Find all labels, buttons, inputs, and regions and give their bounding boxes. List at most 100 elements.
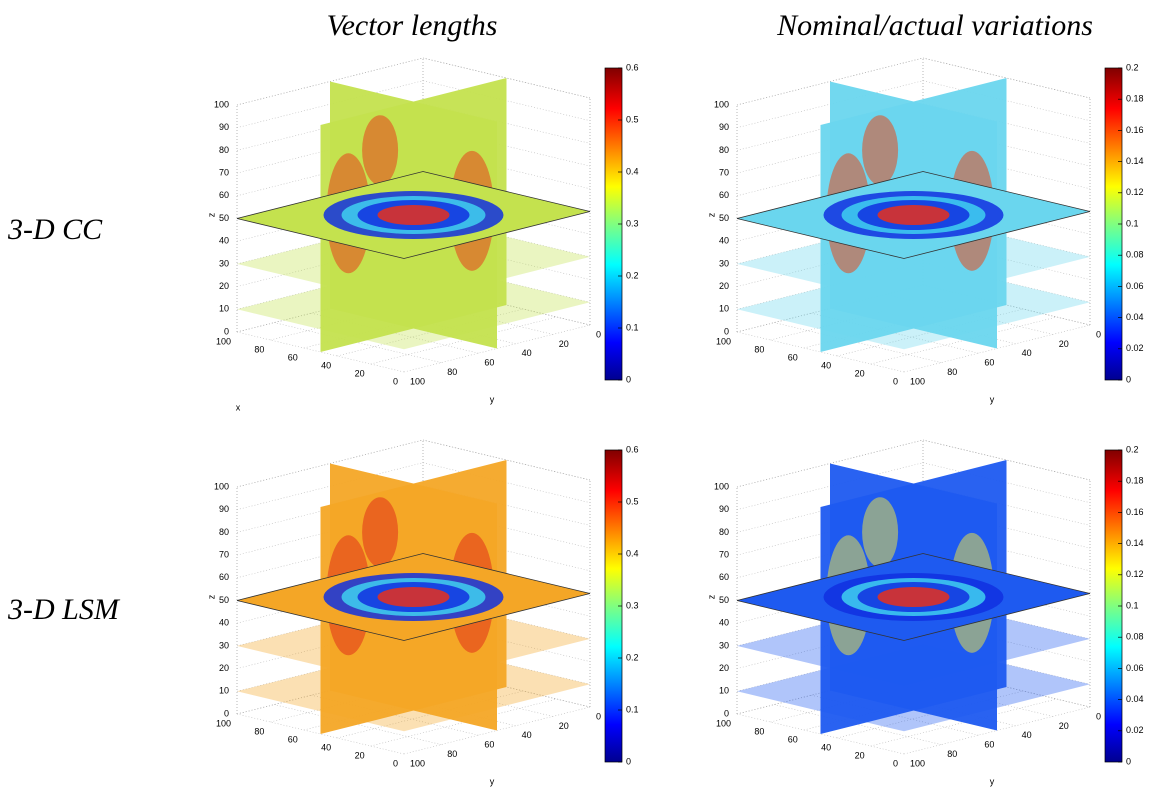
grid-line [236,57,591,106]
y-tick-label: 100 [410,758,425,768]
z-axis-label: z [706,212,716,217]
y-tick-label: 60 [984,358,994,368]
panel: 0102030405060708090100020406080100020406… [206,439,639,787]
colorbar-tick-label: 0.18 [1126,94,1144,104]
z-tick-label: 50 [719,595,729,605]
z-tick-label: 40 [219,236,229,246]
panel: 0102030405060708090100020406080100020406… [206,57,639,412]
z-tick-label: 60 [219,572,229,582]
grid-line [403,324,591,373]
z-axis-label: z [206,212,216,217]
y-tick-label: 100 [910,376,925,386]
z-tick-label: 0 [724,326,729,336]
colorbar-tick-label: 0.6 [626,444,639,454]
colorbar-tick-label: 0.5 [626,114,639,124]
z-tick-label: 60 [719,190,729,200]
grid-line [236,507,591,556]
z-tick-label: 50 [219,213,229,223]
panel: 0102030405060708090100020406080100020406… [706,57,1144,404]
grid-line [236,462,591,510]
colorbar-tick-label: 0.04 [1126,694,1144,704]
x-tick-label: 0 [893,376,898,386]
slice-patch [862,115,899,186]
x-tick-label: 100 [716,718,731,728]
z-tick-label: 80 [219,527,229,537]
z-tick-label: 50 [719,213,729,223]
grid-line [736,530,1091,579]
z-axis-label: z [706,594,716,599]
z-tick-label: 70 [219,549,229,559]
colorbar-tick-label: 0.1 [1126,218,1139,228]
slice-patch [362,115,399,186]
colorbar-tick-label: 0.3 [626,600,639,610]
colorbar-tick-label: 0.14 [1126,156,1144,166]
grid-line [236,439,591,488]
grid-line [736,261,1091,310]
z-tick-label: 40 [719,236,729,246]
ring [377,205,450,225]
x-tick-label: 80 [254,344,264,354]
y-tick-label: 20 [559,721,569,731]
grid-line [870,698,1057,747]
slice-patch [362,497,399,568]
grid-line [736,507,1091,556]
colorbar-tick-label: 0.04 [1126,312,1144,322]
x-tick-label: 40 [321,360,331,370]
grid-line [736,216,1091,265]
z-tick-label: 90 [719,122,729,132]
y-tick-label: 0 [596,329,601,339]
y-tick-label: 100 [910,758,925,768]
z-tick-label: 20 [219,281,229,291]
y-tick-label: 0 [1096,329,1101,339]
y-tick-label: 20 [559,339,569,349]
grid-line [236,239,591,287]
y-tick-label: 40 [1022,730,1032,740]
z-tick-label: 30 [219,640,229,650]
grid-line [736,148,1091,197]
y-tick-label: 60 [484,358,494,368]
slice-patch [862,497,899,568]
z-tick-label: 40 [719,618,729,628]
colorbar-tick-label: 0.18 [1126,476,1144,486]
colorbar-tick-label: 0.12 [1126,569,1144,579]
z-tick-label: 30 [719,640,729,650]
z-tick-label: 40 [219,618,229,628]
grid-line [736,621,1091,669]
z-tick-label: 90 [219,122,229,132]
grid-line [903,706,1091,755]
colorbar-tick-label: 0.08 [1126,632,1144,642]
colorbar-tick-label: 0.2 [626,652,639,662]
z-tick-label: 0 [224,708,229,718]
grid-line [736,103,1091,151]
z-axis-label: z [206,594,216,599]
grid-line [236,530,591,579]
grid-line [370,698,557,747]
column-title: Nominal/actual variations [776,9,1093,42]
column-title: Vector lengths [327,9,498,42]
grid-line [236,125,591,174]
x-tick-label: 100 [216,718,231,728]
z-tick-label: 30 [219,258,229,268]
grid-line [736,125,1091,174]
grid-line [736,598,1091,647]
x-tick-label: 40 [321,742,331,752]
x-tick-label: 0 [393,758,398,768]
z-tick-label: 80 [219,145,229,155]
x-tick-label: 20 [855,750,865,760]
grid-line [403,706,591,755]
grid-line [736,57,1091,106]
colorbar-tick-label: 0.02 [1126,343,1144,353]
grid-line [736,462,1091,510]
colorbar-tick-label: 0.2 [626,270,639,280]
colorbar-tick-label: 0.2 [1126,62,1139,72]
colorbar-tick-label: 0.4 [626,548,639,558]
grid-line [736,643,1091,692]
z-tick-label: 70 [719,549,729,559]
colorbar-tick-label: 0.02 [1126,725,1144,735]
z-tick-label: 100 [714,99,729,109]
x-axis-label: x [236,402,241,412]
grid-line [870,316,1057,365]
y-axis-label: y [490,394,495,404]
colorbar-tick-label: 0.2 [1126,444,1139,454]
y-axis-label: y [490,776,495,786]
